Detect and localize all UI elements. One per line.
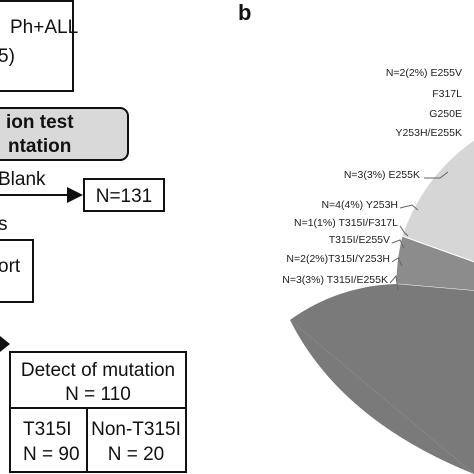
- test-box-text: ion test: [6, 112, 74, 133]
- leader-line: [399, 225, 409, 237]
- pie-label: T315I/E255V: [329, 234, 390, 246]
- panel-label: b: [238, 0, 251, 25]
- table-cell: Non-T315I: [91, 419, 181, 440]
- leader-line: [391, 257, 403, 267]
- leader-line: [389, 274, 399, 291]
- mutation-table: Detect of mutation N = 110 T315I N = 90 …: [9, 351, 187, 473]
- table-header: N = 110: [65, 384, 131, 405]
- pie-label: Y253H/E255K: [395, 127, 462, 139]
- top-box-text: Ph+ALL: [10, 17, 78, 38]
- pie-label: N=3(3%) T315I/E255K: [282, 274, 388, 286]
- side-text: s: [0, 214, 8, 235]
- table-cell: N = 20: [108, 444, 165, 465]
- flowchart: Ph+ALL 5) ion test ntation Blank N=131 s…: [0, 0, 187, 473]
- pie-label: G250E: [429, 108, 462, 120]
- pie-slice: [290, 284, 474, 474]
- top-box-text: 5): [0, 46, 15, 67]
- test-box-text: ntation: [8, 136, 71, 157]
- table-frame: [9, 351, 187, 473]
- test-box: [0, 107, 129, 161]
- arrow-head: [0, 336, 10, 352]
- pie-label: N=4(4%) Y253H: [321, 199, 398, 211]
- leader-line: [399, 204, 419, 211]
- pie-label: N=2(2%) E255V: [386, 67, 462, 79]
- pie-label: N=2(2%)T315I/Y253H: [286, 253, 390, 265]
- pie-slice: [290, 320, 474, 474]
- pie-slice: [395, 235, 474, 292]
- blank-box-text: N=131: [96, 186, 153, 207]
- pie-labels: N=2(2%) E255V F317L G250E Y253H/E255K N=3(3%…: [282, 67, 462, 286]
- top-box: [0, 0, 74, 92]
- pie-slice: [401, 139, 474, 263]
- report-box: [0, 239, 34, 303]
- pie-label: F317L: [432, 88, 462, 100]
- pie-label: N=1(1%) T315I/F317L: [294, 217, 398, 229]
- blank-box: [83, 178, 165, 212]
- report-box-text: ort: [0, 256, 21, 277]
- leader-lines: [389, 171, 449, 291]
- pie: [290, 139, 474, 474]
- leader-line: [424, 171, 449, 179]
- table-cell: N = 90: [23, 444, 80, 465]
- blank-label: Blank: [0, 169, 46, 190]
- table-header: Detect of mutation: [21, 360, 175, 381]
- leader-line: [391, 239, 405, 249]
- table-cell: T315I: [23, 419, 72, 440]
- pie-label: N=3(3%) E255K: [344, 169, 420, 181]
